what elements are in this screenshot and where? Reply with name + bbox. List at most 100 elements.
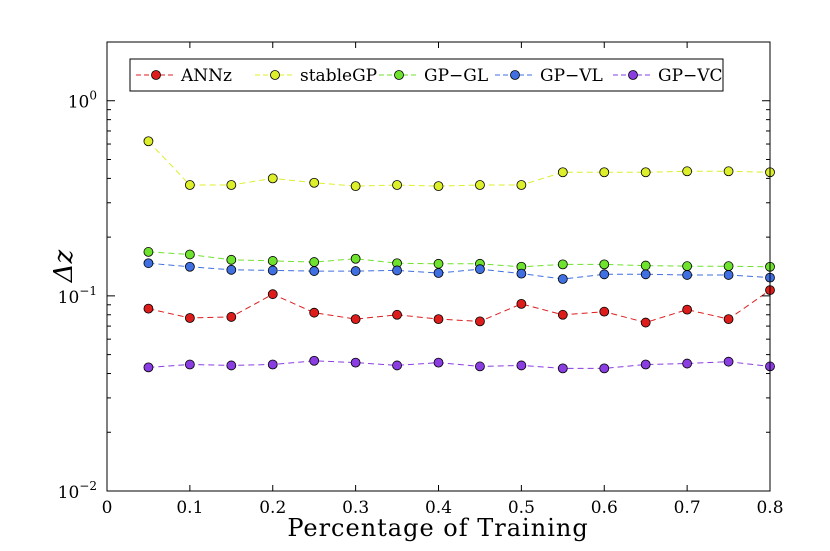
data-point-1-4 [309, 177, 320, 188]
data-point-3-3 [267, 265, 278, 276]
y-tick-label: 100 [68, 89, 97, 113]
data-point-4-8 [475, 361, 485, 372]
data-point-1-9 [516, 180, 527, 190]
data-point-4-7 [433, 357, 444, 368]
data-point-2-7 [433, 258, 444, 269]
x-tick-label: 0.5 [508, 498, 535, 518]
data-point-2-13 [682, 261, 693, 272]
legend-label: GP−GL [424, 66, 488, 86]
legend-label: GP−VC [658, 66, 723, 86]
data-point-4-12 [640, 359, 651, 370]
legend-marker-2 [394, 70, 404, 80]
data-point-0-6 [392, 309, 402, 320]
y-tick-label: 10−1 [58, 284, 97, 308]
data-point-0-8 [475, 316, 485, 327]
data-point-4-4 [309, 355, 320, 366]
data-point-0-9 [516, 298, 527, 309]
data-point-4-0 [143, 362, 154, 373]
series-line-4 [148, 360, 771, 369]
series-line-2 [148, 251, 771, 268]
data-point-4-10 [557, 363, 568, 374]
data-point-1-6 [392, 180, 402, 190]
data-point-0-11 [599, 306, 610, 317]
data-point-2-2 [226, 254, 237, 265]
data-point-4-14 [723, 356, 734, 367]
legend-label: stableGP [300, 66, 377, 86]
data-point-3-4 [309, 266, 320, 276]
plot-frame [106, 41, 771, 492]
data-point-1-13 [682, 166, 693, 177]
data-point-0-4 [309, 307, 320, 318]
data-point-2-1 [184, 249, 195, 260]
x-tick-label: 0.6 [591, 498, 618, 518]
data-point-1-1 [184, 180, 195, 190]
data-point-2-11 [599, 259, 610, 270]
x-tick-label: 0.8 [756, 498, 783, 518]
data-point-4-3 [267, 359, 278, 370]
data-point-4-13 [682, 358, 693, 369]
data-point-4-5 [350, 357, 361, 368]
x-tick-label: 0.1 [176, 498, 203, 518]
data-point-3-10 [557, 274, 568, 284]
data-point-3-6 [392, 265, 402, 276]
y-tick-label: 10−2 [58, 479, 97, 503]
data-point-3-13 [682, 270, 693, 280]
data-point-0-14 [723, 314, 734, 325]
data-point-1-7 [433, 181, 444, 192]
data-point-3-0 [143, 258, 154, 269]
legend-marker-4 [628, 70, 638, 80]
data-point-1-12 [640, 167, 651, 178]
data-point-0-5 [350, 314, 361, 325]
data-point-2-12 [640, 260, 651, 271]
data-point-1-2 [226, 180, 237, 190]
legend: ANNz stableGP GP−GL GP−VL GP−VC [129, 58, 724, 92]
data-point-2-4 [309, 257, 320, 267]
legend-marker-3 [510, 70, 520, 80]
data-point-2-5 [350, 253, 361, 264]
data-point-3-9 [516, 268, 527, 279]
legend-marker-1 [270, 70, 280, 80]
data-point-3-12 [640, 269, 651, 280]
legend-label: ANNz [180, 66, 232, 86]
x-tick-label: 0.2 [259, 498, 286, 518]
legend-marker-0 [151, 70, 161, 80]
data-point-4-1 [184, 359, 195, 370]
data-point-1-11 [599, 167, 610, 178]
legend-items: ANNz stableGP GP−GL GP−VL GP−VC [136, 66, 723, 86]
series-line-3 [148, 262, 771, 280]
data-point-3-2 [226, 264, 237, 275]
x-tick-label: 0.4 [425, 498, 452, 518]
data-point-3-14 [723, 270, 734, 280]
data-point-1-10 [557, 167, 568, 178]
data-point-0-1 [184, 313, 195, 323]
data-point-4-11 [599, 363, 610, 374]
data-point-2-0 [143, 247, 154, 257]
data-point-1-3 [267, 173, 278, 184]
tick-layer: 0 0.1 0.2 0.3 0.4 0.5 0.6 0.7 0.8 100 10−1 10−2 [58, 41, 784, 518]
data-point-2-14 [723, 261, 734, 272]
data-point-1-14 [723, 166, 734, 177]
data-point-3-11 [599, 269, 610, 280]
y-axis-title: Δz [49, 249, 79, 283]
data-point-0-13 [682, 304, 693, 315]
data-point-0-7 [433, 314, 444, 325]
x-tick-label: 0.7 [674, 498, 701, 518]
data-point-4-2 [226, 360, 237, 371]
data-point-2-3 [267, 256, 278, 266]
x-tick-label: 0 [102, 498, 113, 518]
series-line-1 [148, 140, 771, 187]
data-point-2-10 [557, 259, 568, 270]
x-axis-title: Percentage of Training [287, 514, 588, 542]
data-point-1-8 [475, 180, 485, 190]
data-point-0-10 [557, 309, 568, 320]
data-point-3-8 [475, 264, 485, 275]
data-point-0-3 [267, 289, 278, 300]
data-point-4-6 [392, 360, 402, 371]
legend-label: GP−VL [540, 66, 603, 86]
data-point-0-12 [640, 317, 651, 328]
series-layer [143, 136, 775, 374]
data-point-3-7 [433, 268, 444, 278]
data-point-0-2 [226, 312, 237, 322]
data-point-1-5 [350, 181, 361, 192]
